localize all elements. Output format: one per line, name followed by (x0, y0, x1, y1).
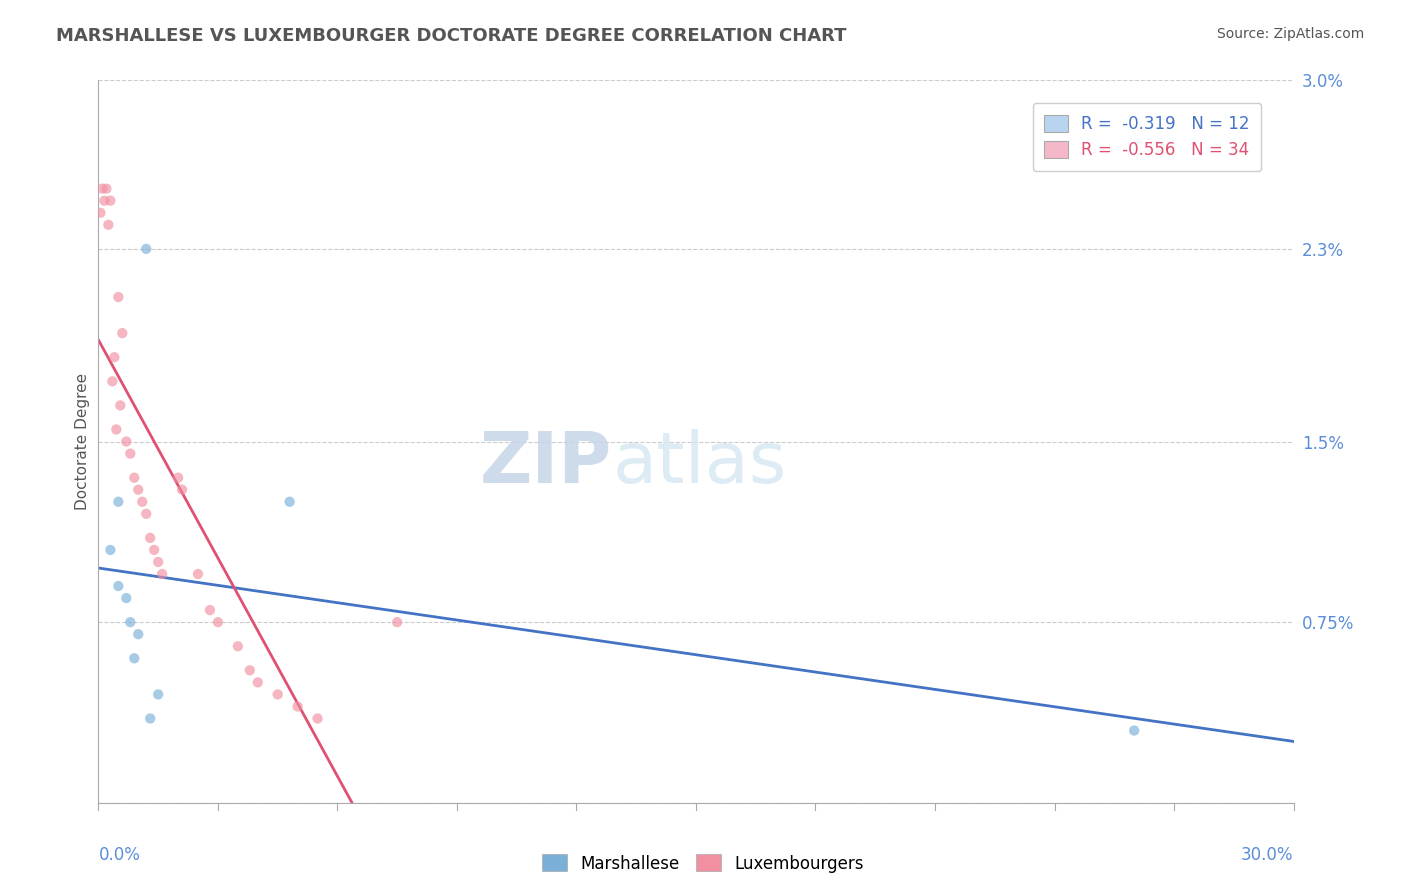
Point (91, 182, 114, 196)
Point (167, 470, 190, 484)
Point (172, 483, 194, 497)
Legend: R =  -0.319   N = 12, R =  -0.556   N = 34: R = -0.319 N = 12, R = -0.556 N = 34 (1033, 103, 1261, 171)
Point (97, 218, 120, 232)
Point (207, 615, 229, 630)
Text: 30.0%: 30.0% (1241, 847, 1294, 864)
Point (98, 542, 122, 557)
Point (120, 615, 142, 630)
Point (246, 675, 269, 690)
Y-axis label: Doctorate Degree: Doctorate Degree (75, 373, 90, 510)
Point (107, 494, 129, 508)
Text: Source: ZipAtlas.com: Source: ZipAtlas.com (1216, 27, 1364, 41)
Point (96, 182, 118, 196)
Point (187, 567, 209, 582)
Point (239, 664, 262, 678)
Text: MARSHALLESE VS LUXEMBOURGER DOCTORATE DEGREE CORRELATION CHART: MARSHALLESE VS LUXEMBOURGER DOCTORATE DE… (56, 27, 846, 45)
Point (127, 483, 149, 497)
Point (120, 446, 142, 460)
Point (105, 422, 128, 436)
Point (98, 194, 122, 208)
Point (131, 494, 153, 508)
Point (93, 194, 115, 208)
Legend: Marshallese, Luxembourgers: Marshallese, Luxembourgers (536, 847, 870, 880)
Point (115, 434, 138, 449)
Point (107, 290, 129, 304)
Point (89, 205, 111, 219)
Text: ZIP: ZIP (479, 429, 613, 498)
Text: 0.0%: 0.0% (98, 847, 141, 864)
Point (124, 470, 146, 484)
Point (127, 627, 149, 641)
Point (139, 712, 162, 726)
Point (103, 350, 125, 364)
Point (1123, 723, 1146, 738)
Point (307, 712, 329, 726)
Point (267, 687, 290, 701)
Point (115, 591, 138, 606)
Point (135, 242, 157, 256)
Point (278, 494, 301, 508)
Point (150, 567, 173, 582)
Point (139, 531, 162, 545)
Point (226, 639, 249, 653)
Point (148, 687, 170, 701)
Point (111, 326, 134, 341)
Point (148, 555, 170, 569)
Point (287, 699, 309, 714)
Point (143, 542, 166, 557)
Point (101, 375, 124, 389)
Point (135, 507, 157, 521)
Point (385, 615, 409, 630)
Point (198, 603, 221, 617)
Point (107, 579, 129, 593)
Point (110, 398, 132, 412)
Point (124, 651, 146, 665)
Text: atlas: atlas (613, 429, 787, 498)
